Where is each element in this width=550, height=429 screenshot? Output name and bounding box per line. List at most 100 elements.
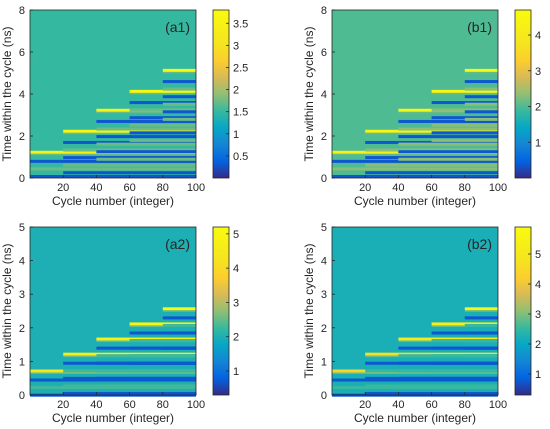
y-tick-label: 4 bbox=[19, 256, 25, 268]
colorbar-tick-label: 2 bbox=[535, 102, 541, 114]
heatmap-dark-band bbox=[464, 80, 498, 84]
x-tick-label: 60 bbox=[123, 399, 135, 411]
colorbar-tick-label: 3 bbox=[233, 40, 239, 52]
heatmap-fringe bbox=[332, 372, 498, 374]
heatmap-fringe bbox=[30, 153, 196, 156]
x-axis-label: Cycle number (integer) bbox=[52, 411, 174, 425]
colorbar bbox=[514, 9, 532, 179]
x-tick-label: 80 bbox=[459, 399, 471, 411]
heatmap-dark-band bbox=[129, 116, 196, 120]
y-tick-label: 1 bbox=[19, 356, 25, 368]
y-axis-label: Time within the cycle (ns) bbox=[0, 244, 14, 379]
x-tick-label: 100 bbox=[489, 182, 507, 194]
x-tick-label: 100 bbox=[187, 399, 205, 411]
heatmap-bright-line bbox=[129, 89, 196, 93]
heatmap-dark-band bbox=[464, 102, 498, 106]
heatmap-dark-band bbox=[431, 108, 498, 112]
heatmap-dark-band bbox=[162, 110, 196, 114]
heatmap-dark-band bbox=[162, 339, 196, 343]
x-tick-label: 20 bbox=[359, 182, 371, 194]
heatmap-dark-band bbox=[30, 159, 196, 163]
heatmap-dark-band bbox=[162, 346, 196, 350]
heatmap-dark-band bbox=[464, 95, 498, 99]
heatmap-dark-band bbox=[365, 148, 498, 152]
heatmap-dark-band bbox=[162, 80, 196, 84]
y-tick-label: 4 bbox=[321, 89, 327, 101]
x-tick-label: 20 bbox=[57, 399, 69, 411]
heatmap-dark-band bbox=[129, 108, 196, 112]
y-tick-label: 0 bbox=[321, 173, 327, 185]
heatmap-fringe bbox=[30, 372, 196, 374]
heatmap-dark-band bbox=[162, 117, 196, 121]
colorbar-tick-label: 0.5 bbox=[233, 151, 248, 163]
heatmap-dark-band bbox=[96, 135, 196, 139]
y-tick-label: 5 bbox=[321, 222, 327, 234]
x-tick-label: 40 bbox=[392, 182, 404, 194]
colorbar-tick-label: 3.5 bbox=[233, 18, 248, 30]
heatmap-dark-band bbox=[63, 163, 197, 167]
heatmap-dark-band bbox=[464, 87, 498, 91]
heatmap-dark-band bbox=[129, 369, 196, 373]
heatmap-dark-band bbox=[30, 174, 196, 178]
x-tick-label: 40 bbox=[392, 399, 404, 411]
heatmap-dark-band bbox=[63, 156, 197, 160]
y-tick-label: 4 bbox=[19, 89, 25, 101]
heatmap-dark-band bbox=[332, 167, 498, 171]
heatmap-dark-band bbox=[431, 101, 498, 105]
y-tick-label: 3 bbox=[321, 289, 327, 301]
colorbar-tick-label: 4 bbox=[535, 30, 541, 42]
heatmap-dark-band bbox=[96, 384, 196, 388]
x-tick-label: 60 bbox=[425, 182, 437, 194]
axes-frame bbox=[29, 226, 197, 396]
x-tick-label: 80 bbox=[459, 182, 471, 194]
heatmap-dark-band bbox=[96, 142, 196, 146]
colorbar-tick-label: 1 bbox=[233, 129, 239, 141]
colorbar-tick-label: 2.5 bbox=[233, 62, 248, 74]
heatmap-dark-band bbox=[464, 117, 498, 121]
y-axis-label: Time within the cycle (ns) bbox=[302, 244, 316, 379]
y-tick-label: 1 bbox=[321, 356, 327, 368]
heatmap-dark-band bbox=[96, 127, 196, 131]
heatmap-dark-band bbox=[63, 148, 197, 152]
heatmap-dark-band bbox=[365, 156, 498, 160]
y-tick-label: 0 bbox=[321, 390, 327, 402]
panel-label: (b2) bbox=[467, 236, 492, 252]
heatmap-dark-band bbox=[365, 171, 498, 175]
colorbar-tick-label: 2 bbox=[535, 339, 541, 351]
y-tick-label: 4 bbox=[321, 256, 327, 268]
heatmap-bright-line bbox=[162, 68, 196, 72]
x-tick-label: 20 bbox=[359, 399, 371, 411]
heatmap-fringe bbox=[332, 153, 498, 156]
heatmap-dark-band bbox=[162, 331, 196, 335]
y-axis-label: Time within the cycle (ns) bbox=[302, 27, 316, 162]
panel-b1: 20 40 60 80 100 0 2 4 6 8 Cycle number (integer) Ti… bbox=[302, 5, 541, 208]
colorbar bbox=[514, 226, 532, 396]
heatmap-dark-band bbox=[431, 116, 498, 120]
x-tick-label: 60 bbox=[425, 399, 437, 411]
heatmap-fringe bbox=[96, 111, 196, 114]
colorbar-tick-label: 2 bbox=[233, 332, 239, 344]
colorbar-tick-label: 4 bbox=[233, 263, 239, 275]
heatmap-dark-band bbox=[162, 95, 196, 99]
x-axis-label: Cycle number (integer) bbox=[354, 194, 476, 208]
heatmap-fringe bbox=[398, 111, 498, 114]
heatmap-dark-band bbox=[129, 138, 196, 142]
y-tick-label: 2 bbox=[19, 323, 25, 335]
y-tick-label: 6 bbox=[321, 47, 327, 59]
heatmap-bright-line bbox=[365, 129, 498, 133]
panel-label: (a2) bbox=[165, 236, 190, 252]
x-tick-label: 40 bbox=[90, 399, 102, 411]
x-tick-label: 80 bbox=[157, 399, 169, 411]
heatmap-bright-line bbox=[464, 307, 498, 311]
y-tick-label: 2 bbox=[321, 131, 327, 143]
heatmap-dark-band bbox=[332, 378, 498, 382]
y-tick-label: 8 bbox=[19, 5, 25, 17]
colorbar-tick-label: 1.5 bbox=[233, 107, 248, 119]
heatmap-fringe bbox=[162, 310, 196, 312]
heatmap-bright-line bbox=[162, 307, 196, 311]
heatmap-fringe bbox=[162, 71, 196, 74]
panel-label: (a1) bbox=[165, 19, 190, 35]
heatmap-dark-band bbox=[162, 87, 196, 91]
heatmap-dark-band bbox=[464, 339, 498, 343]
